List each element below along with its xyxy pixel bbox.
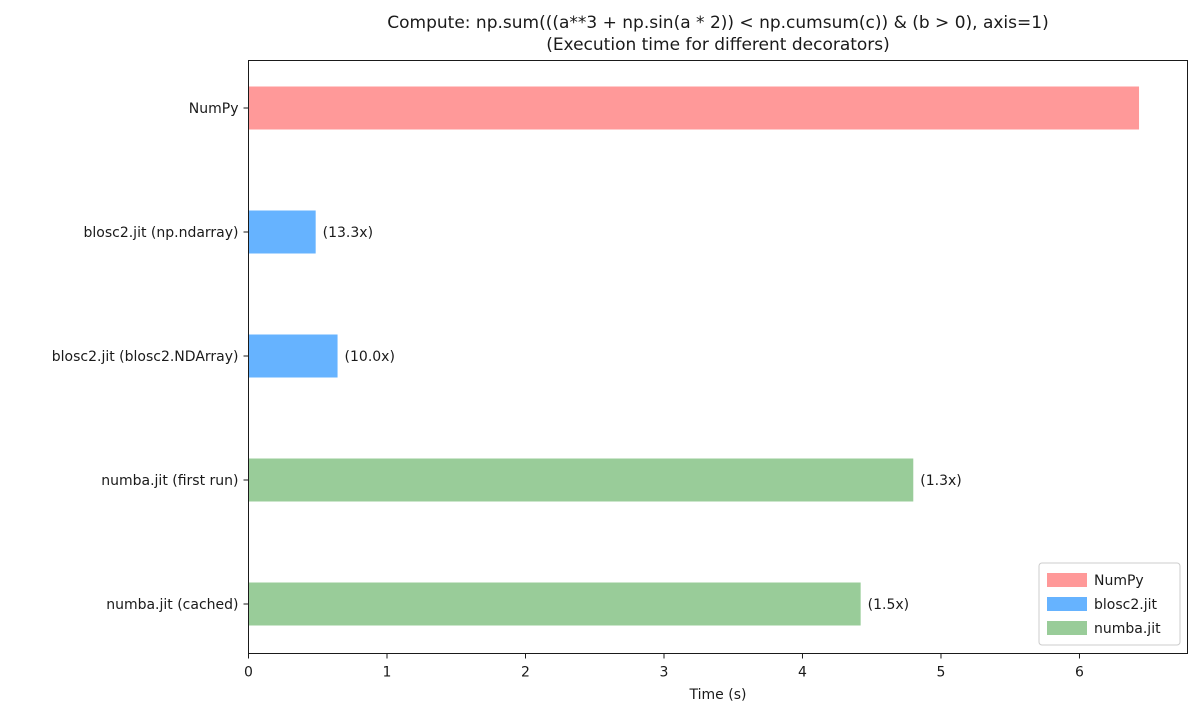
bar-blosc2-jit-blosc2-ndarray: [248, 334, 338, 378]
bar-blosc2-jit-np-ndarray: [248, 210, 316, 254]
x-tick-label: 1: [383, 665, 392, 681]
chart-title: Compute: np.sum(((a**3 + np.sin(a * 2)) …: [387, 13, 1048, 55]
bar-numba-jit-first-run: [248, 458, 914, 502]
y-tick-label: numba.jit (first run): [101, 473, 238, 489]
legend-swatch-numba-jit: [1047, 621, 1087, 635]
bar-value-label: (13.3x): [323, 225, 373, 241]
x-axis-ticks: 0 1 2 3 4 5 6: [244, 653, 1084, 681]
x-tick-label: 3: [660, 665, 669, 681]
legend-swatch-numpy: [1047, 573, 1087, 587]
x-tick-label: 6: [1075, 665, 1084, 681]
y-axis-ticks: NumPy blosc2.jit (np.ndarray) blosc2.jit (…: [52, 101, 249, 613]
legend-label-blosc2-jit: blosc2.jit: [1094, 597, 1157, 613]
legend-label-numba-jit: numba.jit: [1094, 621, 1161, 637]
y-tick-label: blosc2.jit (np.ndarray): [83, 225, 238, 241]
bar-value-label: (1.5x): [868, 597, 909, 613]
x-tick-label: 0: [244, 665, 253, 681]
bar-value-label: (1.3x): [920, 473, 961, 489]
y-tick-label: NumPy: [189, 101, 239, 117]
bar-numba-jit-cached: [248, 582, 861, 626]
y-tick-label: blosc2.jit (blosc2.NDArray): [52, 349, 239, 365]
chart-title-line-2: (Execution time for different decorators…: [546, 35, 890, 55]
y-tick-label: numba.jit (cached): [106, 597, 238, 613]
x-tick-label: 4: [798, 665, 807, 681]
legend: NumPy blosc2.jit numba.jit: [1038, 562, 1181, 646]
legend-label-numpy: NumPy: [1094, 573, 1144, 589]
x-tick-label: 5: [937, 665, 946, 681]
x-axis-title: Time (s): [689, 687, 747, 703]
x-tick-label: 2: [521, 665, 530, 681]
legend-swatch-blosc2-jit: [1047, 597, 1087, 611]
bars: [248, 86, 1140, 626]
bar-value-labels: (13.3x) (10.0x) (1.3x) (1.5x): [323, 225, 962, 613]
chart-title-line-1: Compute: np.sum(((a**3 + np.sin(a * 2)) …: [387, 13, 1048, 33]
plot-area-frame: [248, 60, 1188, 654]
bar-value-label: (10.0x): [345, 349, 395, 365]
bar-numpy: [248, 86, 1140, 130]
